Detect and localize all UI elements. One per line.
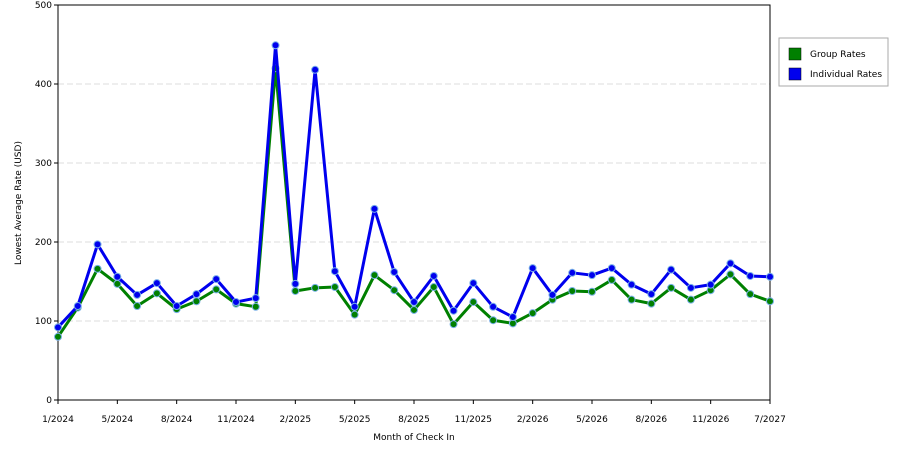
point bbox=[449, 306, 458, 315]
point bbox=[489, 316, 498, 325]
legend-label: Group Rates bbox=[810, 50, 866, 60]
x-tick-label: 2/2025 bbox=[279, 415, 311, 425]
x-tick-label: 8/2025 bbox=[398, 415, 430, 425]
series-line bbox=[56, 43, 771, 329]
point bbox=[93, 264, 102, 273]
point bbox=[667, 283, 676, 292]
point bbox=[667, 265, 676, 274]
point bbox=[370, 271, 379, 280]
point bbox=[212, 275, 221, 284]
point bbox=[746, 290, 755, 299]
point bbox=[647, 299, 656, 308]
x-tick-label: 5/2026 bbox=[576, 415, 608, 425]
y-tick-label: 400 bbox=[35, 80, 52, 90]
x-tick-label: 11/2026 bbox=[692, 415, 730, 425]
x-tick-label: 11/2024 bbox=[217, 415, 255, 425]
point bbox=[350, 302, 359, 311]
point bbox=[251, 302, 260, 311]
point bbox=[390, 286, 399, 295]
legend-swatch bbox=[788, 67, 802, 81]
point bbox=[686, 295, 695, 304]
y-tick-label: 200 bbox=[35, 238, 52, 248]
point bbox=[528, 309, 537, 318]
point bbox=[528, 264, 537, 273]
point bbox=[726, 270, 735, 279]
point bbox=[271, 41, 280, 50]
point bbox=[251, 294, 260, 303]
point bbox=[152, 279, 161, 288]
plot-frame bbox=[57, 4, 771, 401]
point bbox=[686, 283, 695, 292]
point bbox=[588, 287, 596, 296]
x-tick-label: 2/2026 bbox=[517, 415, 549, 425]
point bbox=[568, 286, 577, 295]
point bbox=[489, 302, 498, 311]
series-line bbox=[56, 66, 771, 338]
point bbox=[330, 267, 339, 276]
point bbox=[766, 272, 774, 281]
x-tick-label: 11/2025 bbox=[455, 415, 492, 425]
point bbox=[350, 310, 359, 319]
point bbox=[192, 297, 201, 306]
point bbox=[152, 289, 161, 298]
point bbox=[429, 271, 438, 280]
point bbox=[113, 279, 122, 288]
point bbox=[726, 259, 735, 268]
point bbox=[706, 280, 715, 289]
x-tick-label: 8/2026 bbox=[635, 415, 667, 425]
point bbox=[766, 297, 774, 306]
y-tick-label: 500 bbox=[35, 1, 52, 11]
point bbox=[172, 301, 181, 310]
point bbox=[54, 332, 62, 341]
y-tick-label: 0 bbox=[46, 396, 52, 406]
point bbox=[370, 204, 379, 213]
y-axis-label: Lowest Average Rate (USD) bbox=[14, 141, 24, 265]
point bbox=[93, 240, 102, 249]
x-axis-label: Month of Check In bbox=[373, 433, 455, 443]
point bbox=[54, 323, 62, 332]
point bbox=[508, 313, 517, 322]
point bbox=[212, 285, 221, 294]
point bbox=[647, 290, 656, 299]
point bbox=[232, 298, 240, 307]
x-tick-label: 1/2024 bbox=[42, 415, 74, 425]
x-tick-label: 5/2024 bbox=[101, 415, 133, 425]
point bbox=[133, 290, 142, 299]
legend-label: Individual Rates bbox=[810, 70, 882, 80]
point bbox=[607, 275, 616, 284]
point bbox=[291, 279, 300, 288]
point bbox=[330, 283, 339, 292]
point bbox=[390, 268, 399, 277]
point bbox=[410, 305, 418, 314]
point bbox=[469, 279, 478, 288]
point bbox=[548, 290, 557, 299]
x-tick-label: 5/2025 bbox=[339, 415, 371, 425]
point bbox=[746, 271, 755, 280]
point bbox=[291, 286, 300, 295]
point bbox=[410, 298, 418, 307]
legend-box bbox=[778, 37, 889, 87]
point bbox=[469, 298, 478, 307]
point bbox=[311, 65, 320, 74]
point bbox=[588, 271, 596, 280]
x-tick-label: 7/2027 bbox=[754, 415, 786, 425]
point bbox=[73, 301, 82, 310]
point bbox=[133, 301, 142, 310]
point bbox=[627, 280, 636, 289]
point bbox=[311, 283, 320, 292]
point bbox=[113, 272, 122, 281]
point bbox=[607, 264, 616, 273]
point bbox=[568, 268, 577, 277]
point bbox=[429, 283, 438, 292]
legend-swatch bbox=[788, 47, 802, 61]
point bbox=[192, 290, 201, 299]
y-tick-label: 100 bbox=[35, 317, 52, 327]
point bbox=[449, 320, 458, 329]
x-tick-label: 8/2024 bbox=[161, 415, 193, 425]
y-tick-label: 300 bbox=[35, 159, 52, 169]
point bbox=[627, 295, 636, 304]
